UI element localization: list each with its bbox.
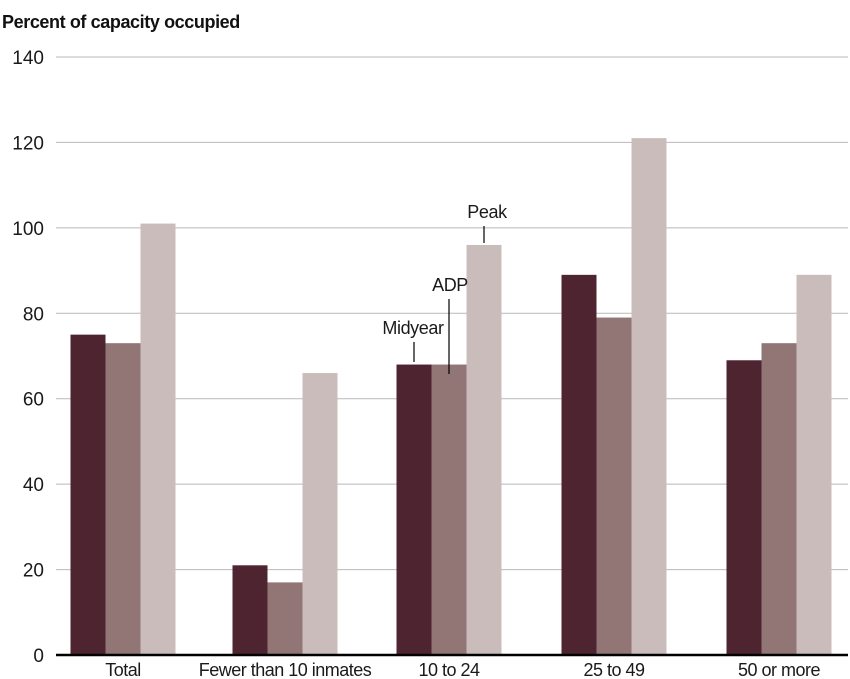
category-label: Total: [105, 660, 141, 679]
category-label: 10 to 24: [418, 660, 480, 679]
bar-peak-4: [631, 138, 667, 655]
bar-peak-3: [466, 244, 502, 655]
bar-peak-5: [796, 274, 832, 655]
bar-adp-1: [105, 343, 141, 655]
bar-midyear-1: [70, 334, 106, 655]
bar-adp-2: [267, 582, 303, 655]
bar-adp-3: [431, 364, 467, 655]
bars: [70, 138, 832, 656]
y-tick-label: 60: [23, 390, 44, 411]
y-tick-label: 140: [12, 48, 44, 69]
y-tick-label: 120: [12, 133, 44, 154]
annotation-label: Midyear: [382, 318, 444, 338]
category-labels: Total Fewer than 10 inmates 10 to 24 25 to …: [105, 660, 821, 679]
bar-peak-2: [302, 373, 338, 655]
y-tick-label: 20: [23, 561, 44, 582]
annotation-label: ADP: [432, 275, 468, 295]
category-label: Fewer than 10 inmates: [199, 660, 372, 679]
series-annotations: Midyear ADP Peak: [382, 202, 509, 374]
y-tick-label: 100: [12, 219, 44, 240]
bar-midyear-2: [232, 565, 268, 655]
category-label: 50 or more: [738, 660, 821, 679]
bar-midyear-3: [396, 364, 432, 655]
bar-midyear-4: [561, 274, 597, 655]
bar-adp-5: [761, 343, 797, 655]
bar-peak-1: [140, 223, 176, 656]
y-tick-label: 80: [23, 304, 44, 325]
y-tick-labels: 0 20 40 60 80 100 120 140: [12, 48, 44, 667]
bar-adp-4: [596, 317, 632, 655]
y-tick-label: 40: [23, 475, 44, 496]
bar-midyear-5: [726, 360, 762, 655]
y-tick-label: 0: [33, 646, 44, 667]
category-label: 25 to 49: [583, 660, 645, 679]
y-axis-label: Percent of capacity occupied: [2, 12, 240, 32]
annotation-label: Peak: [467, 202, 508, 222]
